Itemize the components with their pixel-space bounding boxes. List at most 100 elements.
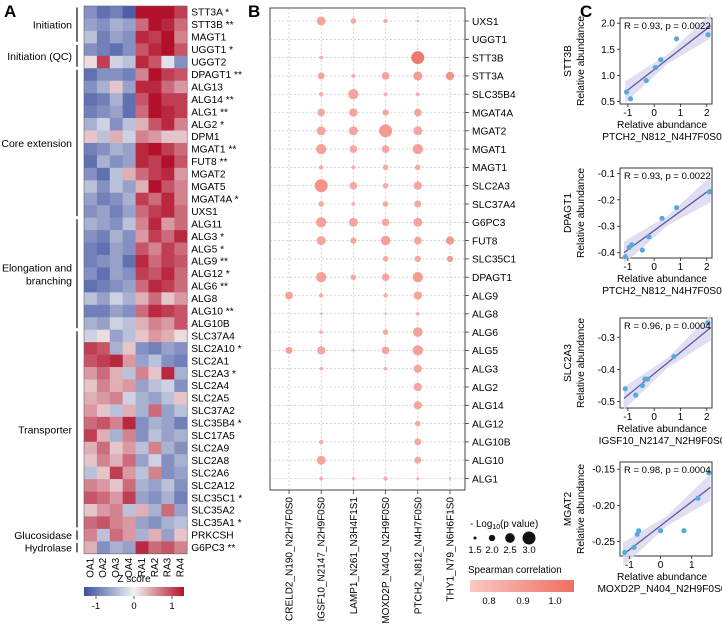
heatmap-cell [122, 30, 136, 44]
y-tick-label: -0.3 [598, 333, 616, 344]
y-tick-label: -0.4 [598, 365, 616, 376]
scatter-point [633, 392, 639, 398]
scatter-plot: R = 0.98, p = 0.0004 -1 0 1 -0.25 -0.20 -0.15 R… [563, 461, 722, 595]
dotplot-gene-label: ALG5 [472, 346, 498, 357]
heatmap-cell [135, 279, 149, 293]
dotplot-point [319, 55, 324, 60]
colorbar-tick-label: -1 [92, 601, 100, 612]
scatter-point [622, 254, 628, 260]
dotplot-point [415, 92, 420, 97]
heatmap-cell [148, 379, 162, 393]
heatmap-cell [135, 30, 149, 44]
heatmap-cell [84, 516, 98, 530]
dotplot-frame [269, 7, 466, 491]
dotplot-glycopeptide-label: MOXD2P_N404_N2H9F0S0 [381, 497, 392, 624]
heatmap-cell [122, 255, 136, 268]
heatmap-row-label: MGAT4A * [191, 194, 238, 205]
dotplot-glycopeptide-label: PTCH2_N812_N4H7F0S0 [413, 497, 424, 615]
scatter-point [652, 64, 659, 71]
dotplot-point [382, 201, 389, 207]
dotplot-point [380, 235, 391, 246]
scatter-point [706, 470, 712, 476]
color-legend-tick-label: 1.0 [548, 596, 561, 607]
dotplot-point [316, 236, 326, 246]
dotplot-point [413, 382, 422, 392]
heatmap-cell [135, 93, 149, 106]
heatmap-cell [174, 528, 188, 542]
x-tick-label: 2 [704, 262, 710, 273]
heatmap-cell [161, 180, 175, 194]
heatmap-cell [84, 528, 98, 542]
x-tick-label: 1 [689, 560, 695, 571]
heatmap-cell [84, 242, 98, 256]
heatmap-cell [174, 441, 188, 455]
heatmap-row-label: MGAT5 [191, 182, 226, 193]
heatmap-cell [122, 329, 136, 343]
heatmap-cell [109, 217, 123, 231]
heatmap-cell [148, 80, 162, 94]
heatmap-cell [84, 68, 98, 81]
heatmap-cell [122, 528, 136, 542]
heatmap-cell [135, 479, 149, 492]
heatmap-cell [109, 491, 123, 505]
heatmap-cell [135, 391, 149, 405]
group-label: Hydrolase [25, 543, 72, 555]
heatmap-cell [135, 105, 149, 119]
heatmap-cell [161, 292, 175, 306]
scatter-point [659, 215, 665, 221]
heatmap-row-label: ALG6 ** [191, 282, 228, 293]
dotplot-gene-label: SLC35B4 [472, 90, 516, 101]
heatmap-cell [135, 429, 149, 443]
heatmap-cell [148, 192, 162, 206]
heatmap-cell [96, 68, 111, 81]
heatmap-cell [174, 180, 188, 194]
heatmap-cell [96, 192, 111, 206]
dotplot-glycopeptide-label: CRELD2_N190_N2H7F0S0 [285, 497, 296, 621]
heatmap-cell [84, 379, 98, 393]
dotplot-gene-label: ALG12 [472, 419, 504, 430]
heatmap-cell [174, 205, 188, 218]
x-axis-label: Relative abundance [617, 572, 707, 583]
dotplot-point [413, 71, 423, 81]
dotplot-point [348, 217, 358, 227]
group-label: Elongation and [2, 263, 72, 275]
heatmap-cell [96, 267, 111, 281]
heatmap-cell [135, 242, 149, 256]
y-tick-label: 1.5 [601, 45, 615, 56]
heatmap-cell [96, 292, 111, 306]
dotplot-point [317, 72, 325, 80]
heatmap-cell [84, 180, 98, 194]
heatmap-cell [161, 205, 175, 218]
heatmap-cell [122, 317, 136, 330]
heatmap-row-label: PRKCSH [191, 531, 233, 542]
heatmap-cell [122, 80, 136, 94]
scatter-point [646, 234, 652, 240]
heatmap-cell [109, 466, 123, 480]
heatmap-row-label: SLC2A4 [191, 381, 229, 392]
y-axis-label: MGAT2 [563, 492, 574, 527]
dotplot-point [414, 164, 421, 171]
heatmap-cell [84, 317, 98, 330]
heatmap-cell [96, 55, 111, 69]
dotplot-gene-label: ALG1 [472, 474, 498, 485]
heatmap-cell [109, 130, 123, 144]
y-tick-label: -0.20 [592, 501, 615, 512]
dotplot-point [319, 293, 324, 298]
heatmap-cell [161, 279, 175, 293]
dotplot-point [350, 274, 357, 281]
group-label: Glucosidase [14, 530, 72, 542]
dotplot-point [383, 92, 388, 97]
heatmap-cell [122, 43, 136, 57]
heatmap-cell [122, 441, 136, 455]
heatmap-cell [174, 454, 188, 467]
scatter-point [695, 495, 701, 501]
x-tick-label: 0 [651, 412, 657, 423]
heatmap-cell [174, 167, 188, 181]
scatter-point [622, 386, 628, 392]
heatmap-cell [84, 429, 98, 443]
heatmap-cell [96, 454, 111, 467]
heatmap-cell [148, 242, 162, 256]
heatmap-cell [122, 167, 136, 181]
heatmap-cell [84, 292, 98, 306]
